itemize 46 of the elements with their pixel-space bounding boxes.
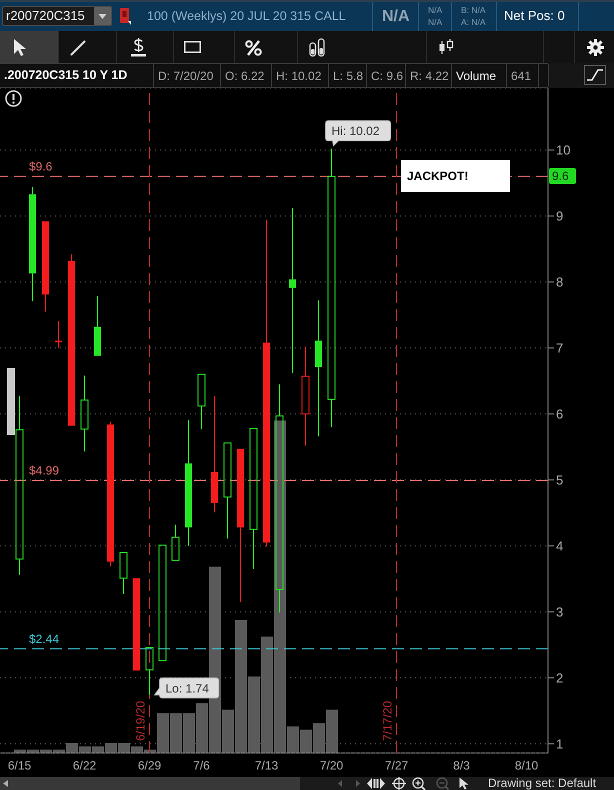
text: L: 5.8 [333,68,364,82]
x-tick-label: 7/6 [193,758,210,773]
y-tick-label: 7 [556,340,564,356]
y-tick-label: 3 [556,604,564,620]
y-tick-label: 2 [556,670,564,686]
ref-line-label: $4.99 [29,464,60,478]
y-tick-label: 9 [556,208,564,224]
text: N/A [382,6,410,26]
text: N/A [428,5,442,15]
text: Drawing set: Default [488,776,596,790]
x-tick-label: 6/22 [72,758,96,773]
ref-line-label: $9.6 [29,159,53,174]
x-tick-label: 6/15 [8,758,32,773]
text: Net Pos: 0 [504,8,565,24]
x-tick-label: 7/20 [320,758,344,773]
x-tick-label: 6/29 [138,758,162,773]
ref-line-label: 6/19/20 [134,700,148,741]
y-tick-label: 5 [556,472,564,488]
y-tick-label: 10 [556,142,570,158]
text: H: 10.02 [276,68,322,82]
y-tick-label: 1 [556,736,564,752]
text: A: N/A [461,17,486,27]
y-tick-label: 6 [556,406,564,422]
chart-title: .200720C315 10 Y 1D [4,68,128,83]
text: R: 4.22 [410,68,449,82]
text: O: 6.22 [225,68,264,82]
text: r200720C315 [6,8,85,24]
annotation: Lo: 1.74 [166,681,210,696]
ref-line-label: 7/17/20 [380,700,394,741]
text: C: 9.6 [371,68,404,82]
text: 100 (Weeklys) 20 JUL 20 315 CALL [147,8,346,24]
text: N/A [428,17,442,27]
x-tick-label: 7/13 [254,758,278,773]
x-tick-label: 8/10 [514,758,538,773]
y-tick-label: 8 [556,274,564,290]
y-tick-label: 4 [556,538,564,554]
x-tick-label: 8/3 [453,758,470,773]
text: 641 [511,68,532,82]
text: B: N/A [461,5,486,15]
text: 9.6 [552,169,569,183]
text: Volume [456,68,496,82]
text: D: 7/20/20 [158,68,214,82]
x-tick-label: 7/27 [384,758,408,773]
ref-line-label: $2.44 [29,632,60,646]
annotation: Hi: 10.02 [332,124,380,138]
annotation: JACKPOT! [407,169,468,183]
